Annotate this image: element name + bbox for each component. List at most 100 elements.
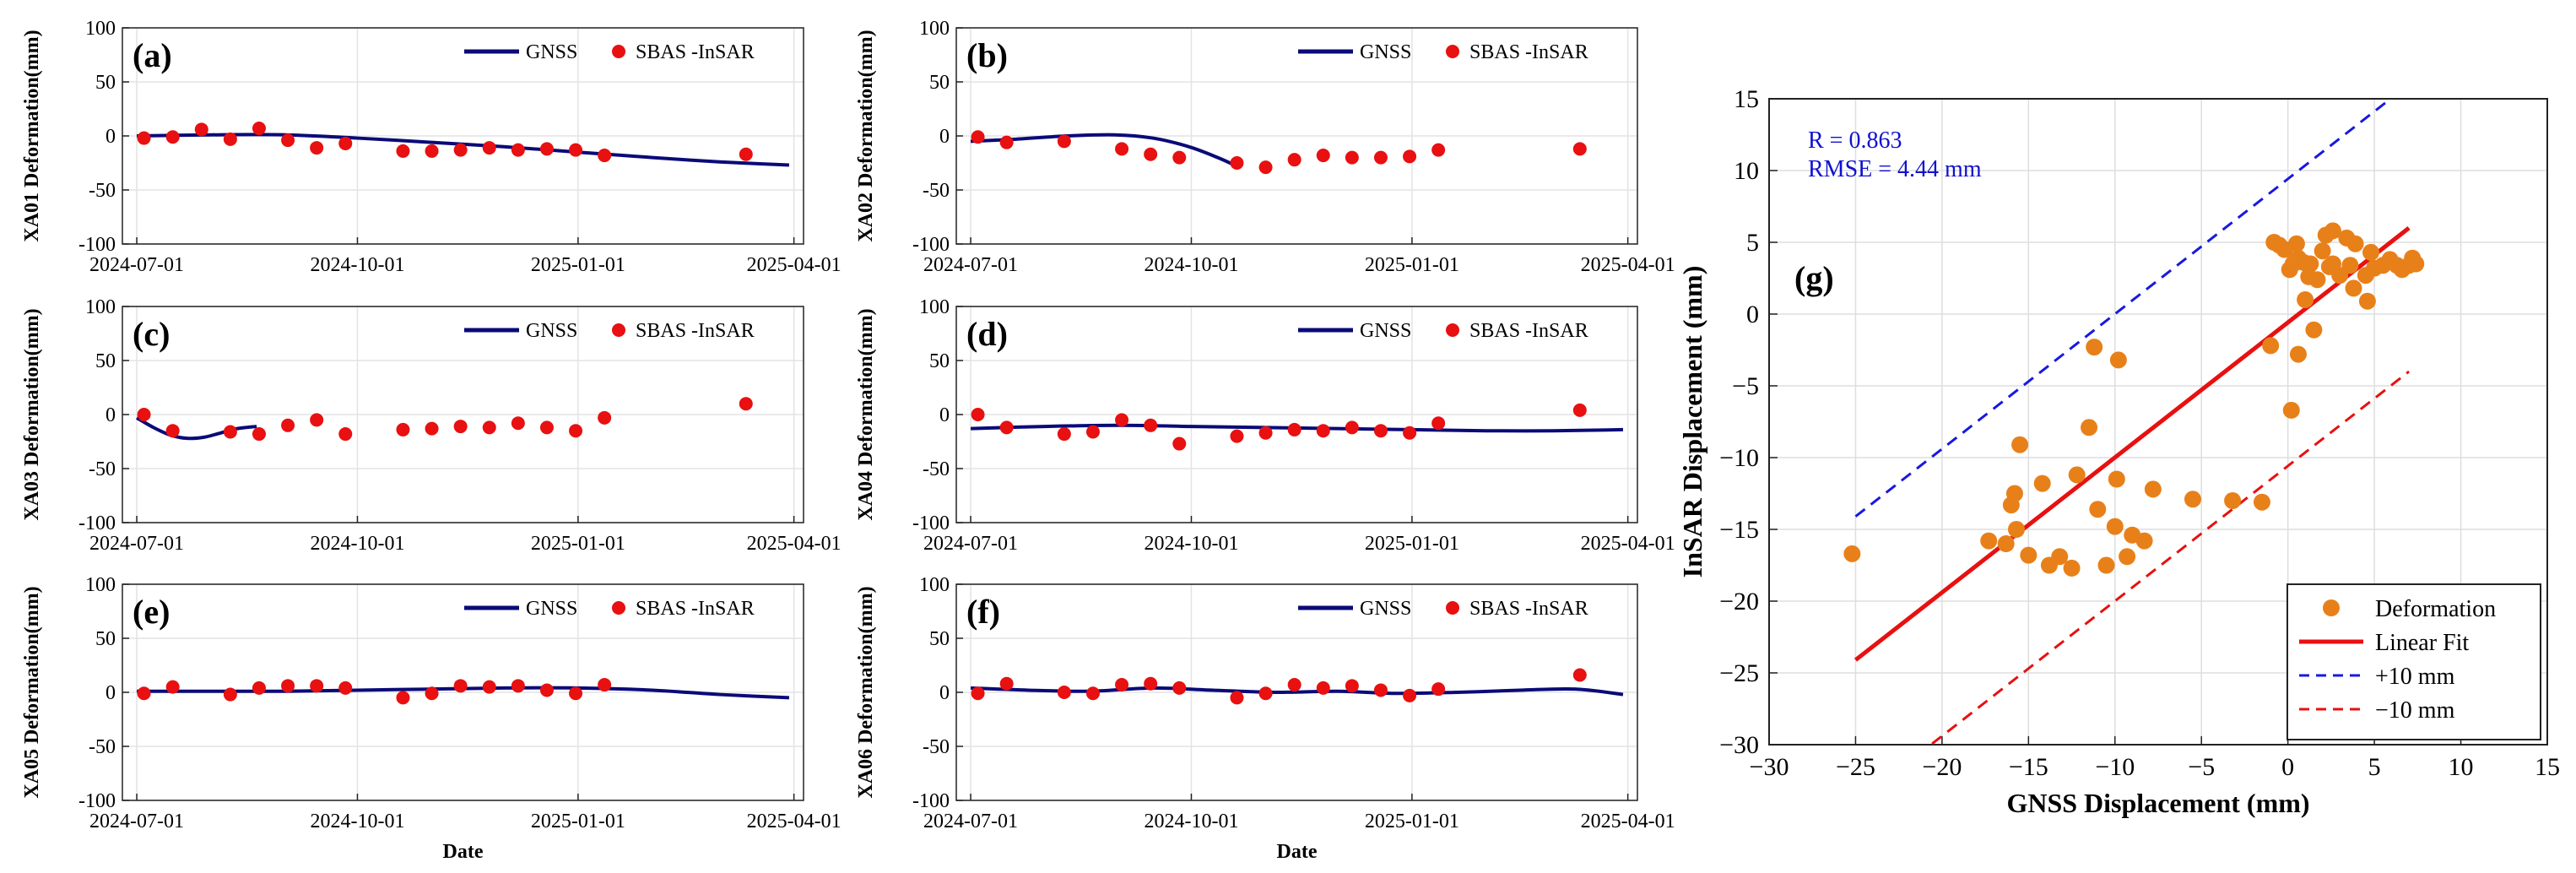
panel-label: (b)	[966, 36, 1008, 74]
legend-deformation-swatch	[2323, 599, 2340, 616]
insar-point	[1373, 150, 1388, 165]
insar-point	[598, 410, 612, 425]
x-tick-label: 2024-07-01	[89, 533, 184, 555]
x-tick-label: 2024-10-01	[310, 811, 404, 832]
y-axis-label: XA03 Deformation(mm)	[21, 308, 43, 520]
x-tick-label: 2024-07-01	[89, 811, 184, 832]
insar-point	[971, 130, 985, 144]
panel-c: -100 -50 0 50 100 2024-07-01 2024-10-01 2025-01…	[21, 296, 842, 555]
y-tick-label: -50	[89, 458, 116, 480]
insar-point	[1144, 147, 1158, 161]
insar-point	[1115, 413, 1129, 427]
insar-point	[482, 141, 496, 155]
y-tick-label: 50	[929, 72, 950, 94]
x-tick-label: 2025-04-01	[747, 811, 842, 832]
deformation-point	[2345, 279, 2362, 297]
deformation-point	[2081, 419, 2098, 436]
insar-point	[999, 420, 1014, 435]
insar-point	[396, 691, 410, 705]
insar-point	[1144, 676, 1158, 691]
deformation-point	[2109, 351, 2127, 369]
insar-point	[1431, 416, 1446, 431]
insar-point	[252, 122, 266, 136]
legend-linear-fit-label: Linear Fit	[2375, 630, 2469, 656]
y-axis-label: XA02 Deformation(mm)	[855, 30, 877, 241]
deformation-point	[2287, 235, 2305, 252]
deformation-point	[2314, 242, 2331, 260]
y-tick-label: 100	[919, 574, 950, 596]
x-tick-label: 2024-10-01	[1144, 811, 1238, 832]
x-tick-label: −25	[1836, 753, 1875, 781]
insar-point	[1373, 683, 1388, 697]
insar-point	[425, 686, 439, 701]
deformation-point	[2068, 466, 2086, 484]
insar-point	[1144, 418, 1158, 432]
deformation-point	[2289, 345, 2307, 363]
panel-g: −30 −25 −20 −15 −10 −5 0 5 10 15 −30 −25 −20 −15 −10 −5…	[1677, 85, 2560, 818]
deformation-point	[1997, 535, 2015, 552]
x-tick-label: 2025-01-01	[531, 533, 625, 555]
insar-point	[999, 135, 1014, 149]
x-tick-label: 2024-10-01	[310, 254, 404, 276]
panel-d: -100 -50 0 50 100 2024-07-01 2024-10-01 2025-01…	[855, 296, 1675, 555]
legend-insar-label: SBAS -InSAR	[636, 320, 755, 342]
insar-point	[569, 143, 583, 157]
y-tick-label: 0	[106, 126, 116, 148]
x-tick-label: 2025-01-01	[1365, 254, 1459, 276]
deformation-point	[2324, 222, 2341, 240]
insar-point	[1287, 153, 1302, 167]
insar-point	[1345, 679, 1359, 693]
insar-point	[1373, 424, 1388, 438]
deformation-point	[2005, 485, 2023, 502]
x-tick-label: 2024-10-01	[1144, 533, 1238, 555]
insar-point	[1057, 134, 1071, 149]
legend-deformation-label: Deformation	[2375, 596, 2496, 622]
gnss-line	[970, 686, 1624, 697]
insar-point	[1057, 686, 1071, 699]
y-tick-label: -50	[923, 736, 950, 758]
gnss-line	[970, 133, 1238, 168]
y-tick-label: -100	[78, 234, 116, 256]
insar-point	[1258, 686, 1273, 701]
plus10-line	[1854, 99, 2393, 518]
y-tick-label: 50	[95, 628, 116, 650]
deformation-point	[2253, 493, 2270, 511]
legend-insar-swatch	[1446, 323, 1459, 337]
insar-point	[165, 680, 180, 694]
insar-point	[1403, 426, 1417, 440]
insar-point	[1431, 682, 1446, 697]
insar-point	[425, 421, 439, 436]
insar-point	[396, 144, 410, 158]
panel-f: -100 -50 0 50 100 2024-07-01 2024-10-01 2025-01…	[855, 574, 1675, 863]
deformation-point	[2262, 337, 2280, 355]
panel-label: (e)	[133, 593, 170, 631]
insar-point	[511, 143, 525, 157]
x-axis-label: GNSS Displacement (mm)	[2006, 788, 2309, 818]
x-tick-label: 2025-04-01	[1581, 533, 1675, 555]
y-tick-label: 10	[1734, 157, 1759, 185]
insar-point	[1057, 427, 1071, 442]
x-tick-label: 2025-01-01	[1365, 811, 1459, 832]
insar-point	[338, 681, 353, 695]
insar-point	[1572, 403, 1587, 417]
legend-insar-swatch	[1446, 601, 1459, 615]
insar-point	[338, 136, 353, 150]
y-tick-label: 100	[85, 574, 116, 596]
deformation-point	[2011, 436, 2029, 453]
insar-point	[281, 679, 295, 693]
deformation-point	[1980, 532, 1998, 550]
deformation-point	[2224, 492, 2242, 509]
legend-insar-label: SBAS -InSAR	[1469, 598, 1588, 620]
legend-plus10-label: +10 mm	[2375, 664, 2455, 690]
insar-point	[223, 687, 237, 702]
y-tick-label: -50	[923, 458, 950, 480]
insar-point	[511, 416, 525, 431]
y-tick-label: -100	[78, 512, 116, 534]
insar-point	[1287, 422, 1302, 436]
insar-point	[1345, 150, 1359, 165]
insar-point	[1230, 156, 1244, 170]
legend-insar-swatch	[1446, 45, 1459, 58]
insar-point	[482, 420, 496, 435]
insar-point	[598, 149, 612, 163]
